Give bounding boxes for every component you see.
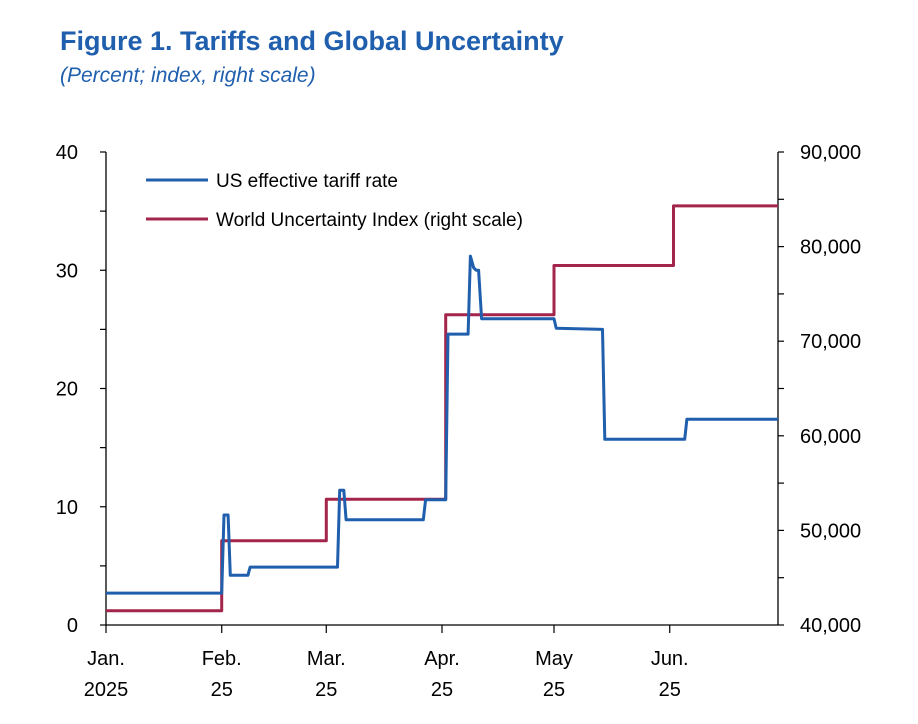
right-axis-tick-label: 70,000 <box>800 331 861 353</box>
x-axis-tick-label: Jun. <box>651 648 689 670</box>
right-axis-tick-label: 60,000 <box>800 426 861 448</box>
right-axis-tick-label: 80,000 <box>800 237 861 259</box>
x-axis-tick-label: Mar. <box>307 648 346 670</box>
series-line-uncertainty <box>106 204 778 613</box>
left-axis-tick-label: 10 <box>56 497 78 519</box>
x-axis-tick-label-year: 25 <box>315 679 337 701</box>
right-axis-tick-label: 50,000 <box>800 520 861 542</box>
x-axis-tick-label-year: 25 <box>211 679 233 701</box>
left-axis-tick-label: 40 <box>56 142 78 164</box>
legend: US effective tariff rate World Uncertain… <box>146 171 523 231</box>
x-axis-tick-label-year: 25 <box>659 679 681 701</box>
x-axis-tick-label-year: 2025 <box>84 679 129 701</box>
chart-title: Figure 1. Tariffs and Global Uncertainty <box>60 26 564 56</box>
right-axis-tick-label: 40,000 <box>800 615 861 637</box>
left-axis-tick-label: 30 <box>56 260 78 282</box>
x-axis-tick-label-year: 25 <box>543 679 565 701</box>
legend-label-tariff: US effective tariff rate <box>216 171 398 192</box>
series-line-tariff <box>106 254 778 595</box>
axes: 0 10 20 30 40 40,000 50,000 60,000 70,000 80,000 9… <box>56 142 861 701</box>
x-axis-tick-label: Apr. <box>424 648 460 670</box>
left-axis-tick-label: 20 <box>56 379 78 401</box>
chart-subtitle: (Percent; index, right scale) <box>60 64 316 87</box>
series-layer <box>106 204 778 613</box>
right-axis-tick-label: 90,000 <box>800 142 861 164</box>
x-axis-tick-label: Jan. <box>87 648 125 670</box>
left-axis-tick-label: 0 <box>67 615 78 637</box>
legend-label-uncertainty: World Uncertainty Index (right scale) <box>216 210 523 231</box>
x-axis-tick-label-year: 25 <box>431 679 453 701</box>
x-axis-tick-label: May <box>535 648 573 670</box>
x-axis-tick-label: Feb. <box>202 648 242 670</box>
